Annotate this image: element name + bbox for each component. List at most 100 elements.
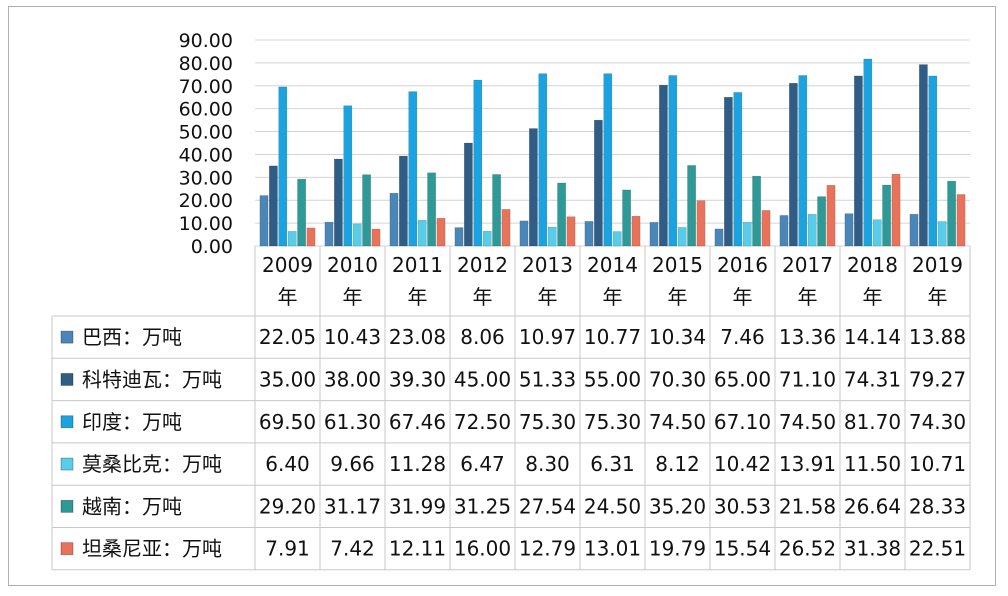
data-label: 75.30 [584,410,641,434]
data-label: 8.30 [525,452,570,476]
data-label: 7.46 [720,325,765,349]
x-tick-suffix: 年 [408,285,428,309]
data-label: 16.00 [454,537,511,561]
bar [668,75,678,247]
bar [427,172,436,247]
legend-label: 坦桑尼亚：万吨 [82,537,222,561]
bar [436,218,446,247]
data-label: 29.20 [259,494,316,518]
data-label: 13.36 [779,325,836,349]
y-tick-label: 80.00 [179,53,233,75]
data-label: 24.50 [584,494,641,518]
bar [501,209,511,247]
data-label: 8.12 [655,452,700,476]
data-label: 28.33 [909,494,966,518]
x-tick-label: 2016 [717,253,768,277]
data-label: 13.88 [909,325,966,349]
bar [278,86,288,247]
bar [371,228,381,247]
x-tick-label: 2009 [262,253,313,277]
data-label: 31.38 [844,537,901,561]
bar [529,128,538,247]
bar [687,165,696,247]
data-label: 13.91 [779,452,836,476]
data-label: 45.00 [454,367,511,391]
legend-swatch [60,415,74,429]
data-label: 61.30 [324,410,381,434]
bar [631,215,641,247]
bar [909,213,919,247]
data-label: 81.70 [844,410,901,434]
legend-label: 越南：万吨 [82,494,182,518]
bar [696,200,706,247]
bar [324,221,334,247]
y-tick-label: 90.00 [179,30,233,52]
bar [826,185,836,247]
x-tick-label: 2015 [652,253,703,277]
bar [306,227,316,247]
y-tick-label: 70.00 [179,76,233,98]
data-label: 11.28 [389,452,446,476]
bar [482,230,492,247]
data-label: 72.50 [454,410,511,434]
bar [882,184,891,247]
data-label: 7.42 [330,537,375,561]
data-label: 30.53 [714,494,771,518]
data-label: 10.71 [909,452,966,476]
bar [297,178,306,247]
data-label: 12.11 [389,537,446,561]
y-tick-label: 50.00 [179,122,233,144]
data-label: 10.97 [519,325,576,349]
x-tick-suffix: 年 [278,285,298,309]
data-label: 31.99 [389,494,446,518]
bar [724,96,733,247]
bar [891,173,901,247]
data-label: 70.30 [649,367,706,391]
data-label: 35.00 [259,367,316,391]
data-label: 6.40 [265,452,310,476]
data-label: 13.01 [584,537,641,561]
data-label: 67.46 [389,410,446,434]
y-tick-label: 30.00 [179,167,233,189]
x-tick-suffix: 年 [733,285,753,309]
bar [798,75,808,247]
data-label: 65.00 [714,367,771,391]
data-label: 69.50 [259,410,316,434]
y-tick-label: 60.00 [179,99,233,121]
legend-label: 巴西：万吨 [82,325,182,349]
data-label: 79.27 [909,367,966,391]
legend-swatch [60,373,74,386]
bar [752,175,761,247]
y-tick-label: 20.00 [179,190,233,212]
data-label: 22.05 [259,325,316,349]
bar [269,165,278,247]
bar [547,226,557,247]
data-label: 6.47 [460,452,505,476]
data-label: 10.43 [324,325,381,349]
data-label: 38.00 [324,367,381,391]
legend-label: 印度：万吨 [82,410,182,434]
data-label: 55.00 [584,367,641,391]
bar [649,222,659,247]
x-tick-suffix: 年 [668,285,688,309]
data-label: 75.30 [519,410,576,434]
data-label: 27.54 [519,494,576,518]
data-label: 74.30 [909,410,966,434]
data-label: 21.58 [779,494,836,518]
bar [872,219,882,247]
data-label: 7.91 [265,537,310,561]
bar [659,84,668,247]
x-tick-suffix: 年 [928,285,948,309]
data-label: 26.52 [779,537,836,561]
bar [761,210,771,247]
data-label: 23.08 [389,325,446,349]
bar [492,174,501,247]
bar [956,194,966,247]
data-label: 71.10 [779,367,836,391]
bar [789,83,798,247]
bar [779,215,789,247]
legend-label: 莫桑比克：万吨 [82,452,222,476]
x-tick-label: 2013 [522,253,573,277]
bar [947,180,956,247]
chart-frame [8,6,996,586]
